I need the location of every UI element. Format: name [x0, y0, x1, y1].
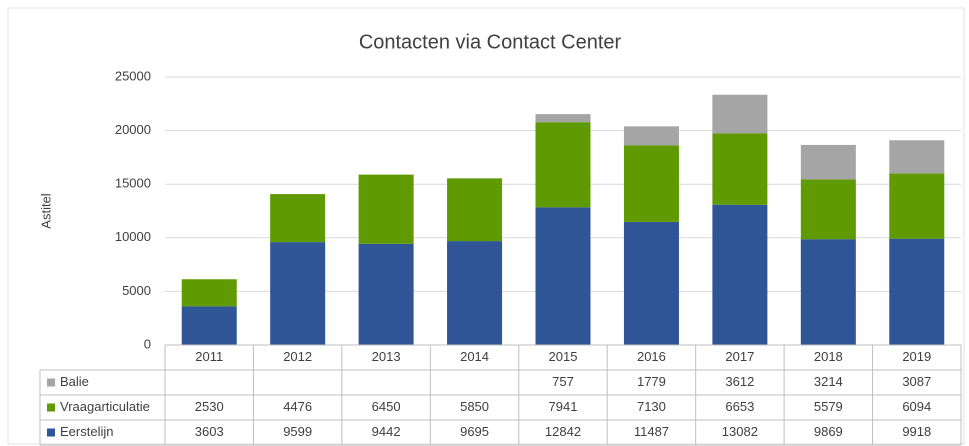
bar-segment — [889, 140, 945, 174]
x-tick-label: 2011 — [195, 349, 223, 364]
x-tick-label: 2013 — [372, 349, 401, 364]
legend-label: Balie — [60, 374, 89, 389]
bar-segment — [889, 238, 945, 345]
table-value: 6450 — [372, 399, 401, 414]
bar-segment — [712, 94, 768, 134]
bar-segment — [712, 204, 768, 345]
table-value: 9869 — [814, 424, 843, 439]
bar-segment — [623, 126, 679, 146]
bar-segment — [623, 145, 679, 222]
y-tick-label: 0 — [144, 336, 151, 351]
x-tick-label: 2019 — [902, 349, 931, 364]
x-tick-label: 2014 — [460, 349, 489, 364]
table-value: 1779 — [637, 374, 666, 389]
table-value: 6094 — [902, 399, 931, 414]
table-value: 11487 — [634, 424, 669, 439]
bar-segment — [889, 173, 945, 239]
legend-swatch — [47, 403, 55, 412]
table-value: 5850 — [460, 399, 489, 414]
bar-segment — [270, 242, 326, 345]
table-value: 2530 — [195, 399, 224, 414]
table-value: 7130 — [637, 399, 666, 414]
y-tick-label: 20000 — [115, 122, 151, 137]
table-value: 6653 — [725, 399, 754, 414]
legend-swatch — [47, 378, 55, 387]
bar-segment — [535, 114, 591, 123]
x-tick-label: 2015 — [549, 349, 578, 364]
bar-segment — [358, 243, 414, 345]
y-tick-label: 10000 — [115, 229, 151, 244]
table-value: 5579 — [814, 399, 843, 414]
x-tick-label: 2018 — [814, 349, 843, 364]
table-value: 7941 — [549, 399, 578, 414]
bar-segment — [447, 178, 503, 242]
bar-segment — [800, 239, 856, 345]
x-tick-label: 2017 — [725, 349, 754, 364]
table-value: 3214 — [814, 374, 843, 389]
legend-swatch — [47, 428, 55, 437]
table-value: 3612 — [725, 374, 754, 389]
bar-segment — [181, 279, 237, 307]
bar-segment — [535, 207, 591, 345]
table-value: 9918 — [902, 424, 931, 439]
legend-label: Vraagarticulatie — [60, 399, 150, 414]
legend-label: Eerstelijn — [60, 424, 113, 439]
y-tick-label: 5000 — [122, 283, 151, 298]
x-tick-label: 2016 — [637, 349, 666, 364]
table-value: 4476 — [283, 399, 312, 414]
table-value: 757 — [552, 374, 574, 389]
y-axis-label: Astitel — [38, 193, 53, 229]
x-tick-label: 2012 — [283, 349, 312, 364]
bar-segment — [270, 194, 326, 243]
bar-segment — [712, 133, 768, 205]
table-value: 13082 — [722, 424, 758, 439]
table-value: 12842 — [545, 424, 581, 439]
chart-title: Contacten via Contact Center — [359, 31, 622, 53]
y-tick-label: 25000 — [115, 68, 151, 83]
table-value: 3087 — [902, 374, 931, 389]
bar-segment — [623, 221, 679, 345]
table-value: 9442 — [372, 424, 401, 439]
bar-segment — [358, 174, 414, 244]
bar-segment — [800, 179, 856, 240]
bar-segment — [535, 122, 591, 208]
table-value: 9695 — [460, 424, 489, 439]
y-tick-label: 15000 — [115, 176, 151, 191]
table-value: 9599 — [283, 424, 312, 439]
bar-segment — [181, 306, 237, 345]
table-value: 3603 — [195, 424, 224, 439]
bar-segment — [800, 144, 856, 180]
bar-segment — [447, 241, 503, 345]
